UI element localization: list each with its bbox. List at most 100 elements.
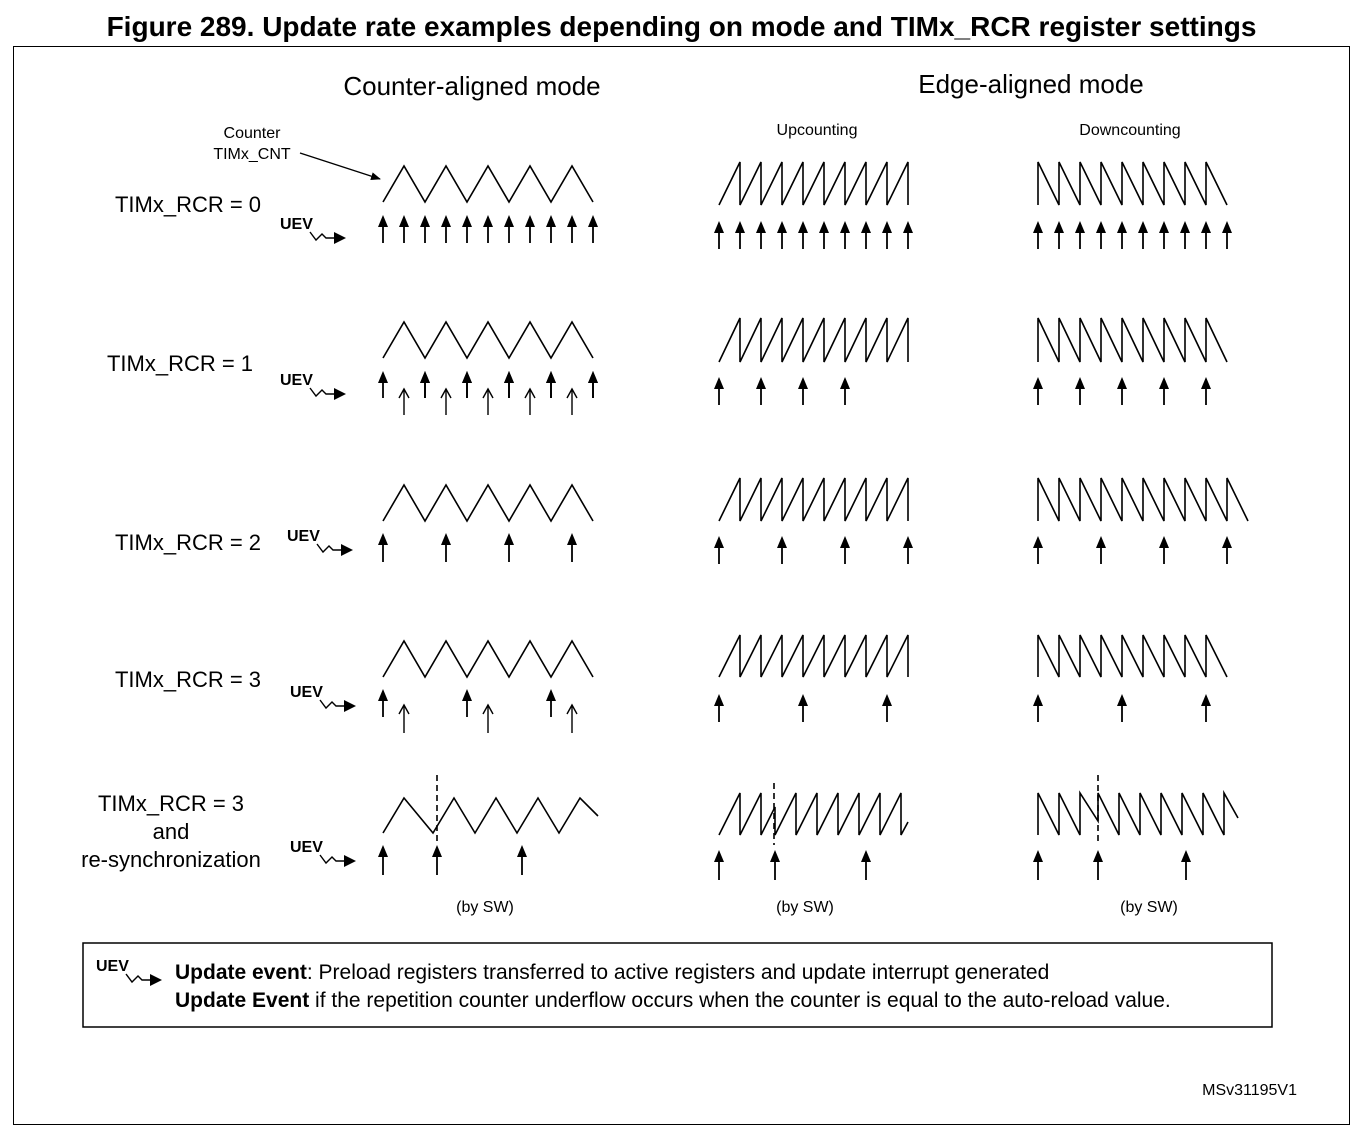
counter-annotation-line1: Counter [224, 125, 282, 142]
center-open-arrow-rcr3 [566, 703, 578, 733]
down-arrow-resync [1181, 850, 1191, 880]
down-arrow-rcr0 [1033, 221, 1043, 249]
legend-line1-bold: Update event [175, 961, 307, 984]
down-arrow-rcr1 [1033, 377, 1043, 405]
down-arrow-rcr1 [1075, 377, 1085, 405]
down-wave-resync [1037, 789, 1239, 836]
uev-symbol-rcr3: UEV [290, 684, 356, 712]
by-sw-note-down: (by SW) [1120, 899, 1178, 916]
uev-symbol-rcr0: UEV [280, 216, 346, 244]
uev-symbol-resync: UEV [290, 839, 356, 867]
uev-label: UEV [280, 372, 313, 389]
center-open-arrow-rcr1 [398, 387, 410, 415]
center-arrow-rcr1 [378, 371, 388, 398]
row-label-rcr3: TIMx_RCR = 3 [115, 667, 261, 692]
down-arrow-rcr0 [1054, 221, 1064, 249]
up-arrow-rcr0 [861, 221, 871, 249]
heading-edge-aligned: Edge-aligned mode [918, 69, 1144, 99]
up-arrow-rcr0 [882, 221, 892, 249]
row-label-rcr2: TIMx_RCR = 2 [115, 530, 261, 555]
center-arrow-resync [378, 845, 388, 875]
up-arrow-rcr2 [903, 536, 913, 564]
down-arrow-rcr2 [1159, 536, 1169, 564]
down-arrow-rcr1 [1117, 377, 1127, 405]
row-label-resync-line2: and [153, 819, 190, 844]
center-open-arrow-rcr3 [482, 703, 494, 733]
center-arrow-resync [432, 845, 442, 875]
uev-label: UEV [290, 839, 323, 856]
up-arrow-rcr2 [714, 536, 724, 564]
center-arrow-rcr1 [420, 371, 430, 398]
center-wave-rcr3 [382, 639, 594, 679]
uev-symbol-rcr1: UEV [280, 372, 346, 400]
down-arrow-rcr0 [1096, 221, 1106, 249]
heading-upcounting: Upcounting [777, 122, 858, 139]
figure-reference: MSv31195V1 [1202, 1082, 1297, 1099]
center-arrow-rcr2 [441, 533, 451, 562]
center-wave-rcr0 [382, 164, 594, 204]
up-arrow-rcr0 [777, 221, 787, 249]
down-arrow-rcr0 [1075, 221, 1085, 249]
center-arrow-rcr0 [420, 215, 430, 243]
center-arrow-rcr0 [462, 215, 472, 243]
down-arrow-rcr0 [1201, 221, 1211, 249]
up-arrow-rcr3 [882, 694, 892, 722]
center-open-arrow-rcr3 [398, 703, 410, 733]
up-wave-rcr2 [718, 477, 909, 522]
center-arrow-rcr0 [483, 215, 493, 243]
legend-line2-bold: Update Event [175, 989, 309, 1012]
center-arrow-rcr0 [504, 215, 514, 243]
up-wave-resync [718, 792, 909, 836]
up-arrow-rcr0 [840, 221, 850, 249]
up-wave-rcr1 [718, 317, 909, 363]
legend-line2-rest: if the repetition counter underflow occu… [309, 989, 1171, 1012]
center-arrow-rcr0 [567, 215, 577, 243]
row-label-resync-line1: TIMx_RCR = 3 [98, 791, 244, 816]
heading-downcounting: Downcounting [1079, 122, 1180, 139]
up-arrow-resync [861, 850, 871, 880]
up-arrow-rcr2 [777, 536, 787, 564]
up-arrow-rcr1 [756, 377, 766, 405]
down-arrow-rcr3 [1117, 694, 1127, 722]
center-arrow-rcr0 [441, 215, 451, 243]
up-arrow-rcr0 [798, 221, 808, 249]
down-arrow-rcr0 [1117, 221, 1127, 249]
up-arrow-rcr2 [840, 536, 850, 564]
up-arrow-rcr0 [819, 221, 829, 249]
up-arrow-rcr0 [756, 221, 766, 249]
center-arrow-rcr2 [567, 533, 577, 562]
center-arrow-resync [517, 845, 527, 875]
up-arrow-resync [770, 850, 780, 880]
up-arrow-rcr1 [840, 377, 850, 405]
row-label-rcr1: TIMx_RCR = 1 [107, 351, 253, 376]
legend-box [82, 942, 1273, 1028]
uev-symbol-rcr2: UEV [287, 528, 353, 556]
center-arrow-rcr0 [378, 215, 388, 243]
up-arrow-rcr1 [714, 377, 724, 405]
figure-frame [13, 46, 1350, 1125]
center-arrow-rcr3 [546, 689, 556, 717]
down-wave-rcr2 [1037, 477, 1249, 522]
down-arrow-rcr1 [1159, 377, 1169, 405]
uev-label: UEV [290, 684, 323, 701]
uev-label: UEV [280, 216, 313, 233]
by-sw-note-up: (by SW) [776, 899, 834, 916]
up-arrow-rcr0 [735, 221, 745, 249]
down-arrow-rcr1 [1201, 377, 1211, 405]
up-arrow-rcr1 [798, 377, 808, 405]
up-arrow-rcr3 [714, 694, 724, 722]
uev-label: UEV [96, 958, 129, 975]
center-arrow-rcr0 [399, 215, 409, 243]
down-arrow-rcr0 [1138, 221, 1148, 249]
legend-uev-symbol-mark: UEV [96, 958, 162, 986]
down-arrow-rcr0 [1180, 221, 1190, 249]
center-arrow-rcr3 [462, 689, 472, 717]
center-arrow-rcr0 [588, 215, 598, 243]
down-arrow-rcr2 [1222, 536, 1232, 564]
row-label-resync-line3: re-synchronization [81, 847, 261, 872]
up-arrow-rcr3 [798, 694, 808, 722]
legend-line1: Update event: Preload registers transfer… [175, 961, 1049, 984]
center-open-arrow-rcr1 [566, 387, 578, 415]
waveforms [382, 161, 1249, 845]
down-arrow-rcr2 [1096, 536, 1106, 564]
